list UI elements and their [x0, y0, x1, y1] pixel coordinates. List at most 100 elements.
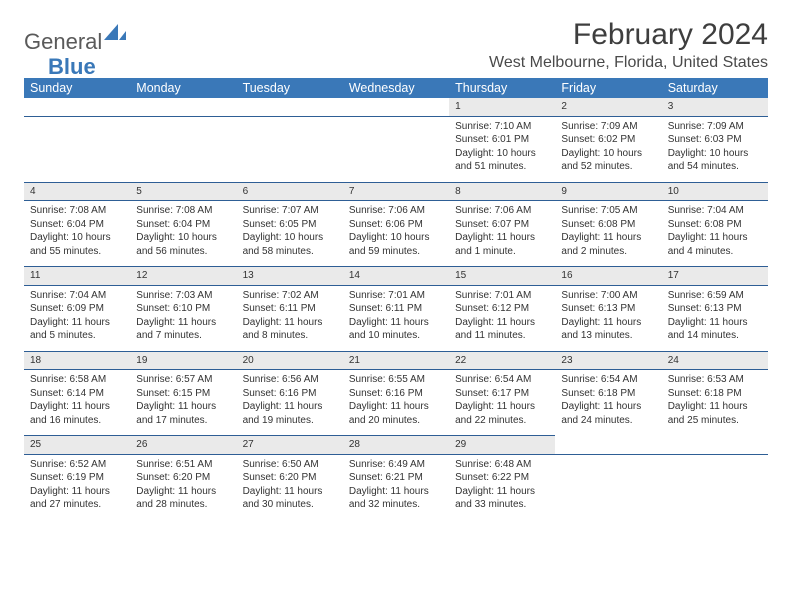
sunset-line: Sunset: 6:04 PM — [136, 218, 230, 232]
daylight-line: Daylight: 11 hours and 13 minutes. — [561, 316, 655, 343]
sunset-line: Sunset: 6:15 PM — [136, 387, 230, 401]
daylight-line: Daylight: 11 hours and 8 minutes. — [243, 316, 337, 343]
day-number-cell: 19 — [130, 351, 236, 370]
day-number-cell: 12 — [130, 267, 236, 286]
sunrise-line: Sunrise: 6:56 AM — [243, 373, 337, 387]
day-number-cell: 22 — [449, 351, 555, 370]
sunrise-line: Sunrise: 6:59 AM — [668, 289, 762, 303]
sunset-line: Sunset: 6:14 PM — [30, 387, 124, 401]
weekday-header-row: Sunday Monday Tuesday Wednesday Thursday… — [24, 78, 768, 98]
day-number-cell — [555, 436, 661, 455]
day-detail-cell: Sunrise: 7:06 AMSunset: 6:07 PMDaylight:… — [449, 201, 555, 267]
sunrise-line: Sunrise: 7:09 AM — [561, 120, 655, 134]
day-detail-cell: Sunrise: 6:49 AMSunset: 6:21 PMDaylight:… — [343, 454, 449, 520]
sunrise-line: Sunrise: 7:06 AM — [455, 204, 549, 218]
sunset-line: Sunset: 6:11 PM — [243, 302, 337, 316]
sunrise-line: Sunrise: 6:50 AM — [243, 458, 337, 472]
day-number-cell: 17 — [662, 267, 768, 286]
day-detail-cell: Sunrise: 7:08 AMSunset: 6:04 PMDaylight:… — [24, 201, 130, 267]
daylight-line: Daylight: 11 hours and 17 minutes. — [136, 400, 230, 427]
day-detail-cell: Sunrise: 7:10 AMSunset: 6:01 PMDaylight:… — [449, 116, 555, 182]
weekday-header: Monday — [130, 78, 236, 98]
sunrise-line: Sunrise: 6:57 AM — [136, 373, 230, 387]
weekday-header: Thursday — [449, 78, 555, 98]
weekday-header: Tuesday — [237, 78, 343, 98]
detail-row: Sunrise: 7:08 AMSunset: 6:04 PMDaylight:… — [24, 201, 768, 267]
sunset-line: Sunset: 6:19 PM — [30, 471, 124, 485]
detail-row: Sunrise: 7:04 AMSunset: 6:09 PM Daylight:… — [24, 285, 768, 351]
sunrise-line: Sunrise: 6:54 AM — [561, 373, 655, 387]
sunset-line: Sunset: 6:20 PM — [136, 471, 230, 485]
sunrise-line: Sunrise: 7:05 AM — [561, 204, 655, 218]
sunrise-line: Sunrise: 6:55 AM — [349, 373, 443, 387]
detail-row: Sunrise: 6:58 AMSunset: 6:14 PMDaylight:… — [24, 370, 768, 436]
day-number-cell: 26 — [130, 436, 236, 455]
day-number-cell: 5 — [130, 182, 236, 201]
day-number-cell — [662, 436, 768, 455]
day-detail-cell: Sunrise: 7:05 AMSunset: 6:08 PMDaylight:… — [555, 201, 661, 267]
sunset-line: Sunset: 6:04 PM — [30, 218, 124, 232]
sunset-line: Sunset: 6:05 PM — [243, 218, 337, 232]
sunrise-line: Sunrise: 6:48 AM — [455, 458, 549, 472]
sunrise-line: Sunrise: 7:00 AM — [561, 289, 655, 303]
sunset-line: Sunset: 6:09 PM — [30, 302, 124, 316]
day-number-cell: 14 — [343, 267, 449, 286]
day-detail-cell — [24, 116, 130, 182]
sunset-line: Sunset: 6:17 PM — [455, 387, 549, 401]
daylight-line: Daylight: 11 hours and 16 minutes. — [30, 400, 124, 427]
day-number-cell: 4 — [24, 182, 130, 201]
day-detail-cell: Sunrise: 7:01 AMSunset: 6:12 PMDaylight:… — [449, 285, 555, 351]
day-number-cell: 18 — [24, 351, 130, 370]
day-number-cell: 24 — [662, 351, 768, 370]
day-number-cell — [130, 98, 236, 116]
daylight-line: Daylight: 11 hours and 2 minutes. — [561, 231, 655, 258]
daylight-line: Daylight: 10 hours and 56 minutes. — [136, 231, 230, 258]
weekday-header: Sunday — [24, 78, 130, 98]
day-number-cell: 3 — [662, 98, 768, 116]
sunrise-line: Sunrise: 7:01 AM — [349, 289, 443, 303]
daynum-row: 11121314151617 — [24, 267, 768, 286]
daynum-row: 18192021222324 — [24, 351, 768, 370]
daylight-line: Daylight: 11 hours and 1 minute. — [455, 231, 549, 258]
daylight-line: Daylight: 10 hours and 51 minutes. — [455, 147, 549, 174]
sunset-line: Sunset: 6:12 PM — [455, 302, 549, 316]
day-detail-cell: Sunrise: 6:58 AMSunset: 6:14 PMDaylight:… — [24, 370, 130, 436]
sunrise-line: Sunrise: 6:52 AM — [30, 458, 124, 472]
day-detail-cell: Sunrise: 6:48 AMSunset: 6:22 PMDaylight:… — [449, 454, 555, 520]
daylight-line: Daylight: 10 hours and 54 minutes. — [668, 147, 762, 174]
daynum-row: 45678910 — [24, 182, 768, 201]
sunset-line: Sunset: 6:02 PM — [561, 133, 655, 147]
day-detail-cell: Sunrise: 6:57 AMSunset: 6:15 PMDaylight:… — [130, 370, 236, 436]
day-number-cell: 23 — [555, 351, 661, 370]
sunset-line: Sunset: 6:18 PM — [561, 387, 655, 401]
daylight-line: Daylight: 11 hours and 27 minutes. — [30, 485, 124, 512]
daylight-line: Daylight: 10 hours and 52 minutes. — [561, 147, 655, 174]
day-detail-cell: Sunrise: 6:51 AMSunset: 6:20 PMDaylight:… — [130, 454, 236, 520]
day-detail-cell: Sunrise: 7:04 AMSunset: 6:09 PMDaylight:… — [24, 285, 130, 351]
daylight-line: Daylight: 10 hours and 55 minutes. — [30, 231, 124, 258]
sunrise-line: Sunrise: 7:04 AM — [668, 204, 762, 218]
daylight-line: Daylight: 11 hours and 32 minutes. — [349, 485, 443, 512]
sunset-line: Sunset: 6:13 PM — [561, 302, 655, 316]
sail-icon — [104, 24, 126, 45]
day-number-cell: 6 — [237, 182, 343, 201]
day-number-cell: 16 — [555, 267, 661, 286]
calendar-table: Sunday Monday Tuesday Wednesday Thursday… — [24, 78, 768, 520]
day-number-cell: 9 — [555, 182, 661, 201]
sunrise-line: Sunrise: 7:04 AM — [30, 289, 124, 303]
sunrise-line: Sunrise: 6:58 AM — [30, 373, 124, 387]
day-detail-cell: Sunrise: 7:09 AMSunset: 6:02 PMDaylight:… — [555, 116, 661, 182]
day-detail-cell: Sunrise: 6:56 AMSunset: 6:16 PMDaylight:… — [237, 370, 343, 436]
brand-text-1: General — [24, 29, 102, 55]
day-number-cell: 2 — [555, 98, 661, 116]
daylight-line: Daylight: 11 hours and 7 minutes. — [136, 316, 230, 343]
sunset-line: Sunset: 6:11 PM — [349, 302, 443, 316]
sunrise-line: Sunrise: 6:51 AM — [136, 458, 230, 472]
day-detail-cell: Sunrise: 6:53 AMSunset: 6:18 PMDaylight:… — [662, 370, 768, 436]
sunrise-line: Sunrise: 7:08 AM — [136, 204, 230, 218]
day-detail-cell — [343, 116, 449, 182]
sunrise-line: Sunrise: 6:53 AM — [668, 373, 762, 387]
daylight-line: Daylight: 11 hours and 19 minutes. — [243, 400, 337, 427]
sunrise-line: Sunrise: 7:06 AM — [349, 204, 443, 218]
day-number-cell: 15 — [449, 267, 555, 286]
